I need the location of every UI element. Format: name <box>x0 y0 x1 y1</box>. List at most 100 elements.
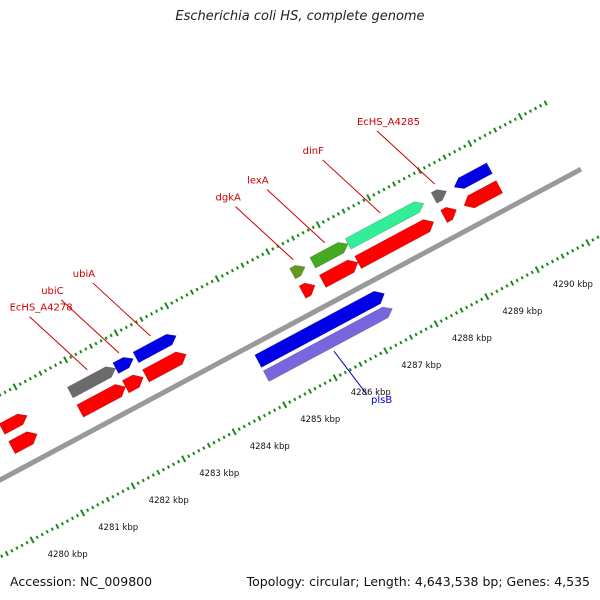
tick-mark <box>96 503 100 507</box>
tick-mark <box>166 465 171 469</box>
tick-mark <box>437 157 442 162</box>
tick-mark <box>313 386 317 391</box>
leader-line <box>376 130 435 185</box>
tick-mark <box>530 270 534 275</box>
tick-mark <box>442 154 447 160</box>
tick-mark <box>69 355 73 359</box>
outer-tick-ring <box>0 100 548 397</box>
tick-mark <box>540 265 544 269</box>
gene-feature <box>66 366 117 399</box>
tick-mark <box>448 152 452 157</box>
tick-mark <box>520 275 524 280</box>
tick-mark <box>101 500 105 504</box>
tick-mark <box>177 459 181 464</box>
tick-mark <box>116 492 120 496</box>
tick-mark <box>45 530 49 534</box>
tick-label: 4290 kbp <box>553 280 593 290</box>
tick-mark <box>321 220 325 224</box>
tick-mark <box>382 187 386 192</box>
tick-mark <box>560 253 565 259</box>
tick-mark <box>480 297 484 302</box>
tick-mark <box>298 394 302 399</box>
tick-mark <box>353 365 358 369</box>
tick-mark <box>251 258 255 262</box>
tick-mark <box>534 266 540 274</box>
tick-mark <box>75 513 80 518</box>
backbone-line <box>0 166 583 483</box>
gene-label: EcHS_A4278 <box>10 303 73 314</box>
tick-mark <box>363 359 368 364</box>
tick-mark <box>525 273 529 277</box>
tick-mark <box>366 194 372 202</box>
accession-text: Accession: NC_009800 <box>10 574 153 589</box>
tick-mark <box>414 332 418 337</box>
tick-mark <box>151 473 155 477</box>
tick-mark <box>141 478 145 483</box>
tick-mark <box>144 314 149 319</box>
tick-mark <box>160 306 164 311</box>
cds-feature <box>121 374 144 394</box>
tick-mark <box>29 536 35 544</box>
tick-mark <box>523 112 528 116</box>
tick-mark <box>187 454 191 458</box>
gene-label: EcHS_A4285 <box>357 117 420 128</box>
gene-features <box>0 162 504 463</box>
tick-mark <box>444 316 448 321</box>
tick-mark <box>433 320 439 328</box>
tick-mark <box>80 509 86 517</box>
tick-mark <box>113 329 119 337</box>
tick-mark <box>231 428 237 436</box>
tick-mark <box>306 228 310 232</box>
leader-line <box>29 316 88 371</box>
tick-mark <box>189 289 195 295</box>
gene-feature <box>344 201 425 250</box>
tick-mark <box>59 360 63 365</box>
tick-mark <box>18 382 22 386</box>
tick-mark <box>290 235 296 241</box>
tick-mark <box>498 125 502 130</box>
tick-mark <box>399 340 403 345</box>
tick-mark <box>105 496 110 503</box>
tick-mark <box>387 185 391 189</box>
tick-mark <box>210 279 214 284</box>
tick-mark <box>328 378 332 383</box>
inner-tick-ring <box>0 235 600 558</box>
gene-feature <box>453 162 493 189</box>
tick-mark <box>43 368 48 373</box>
tick-mark <box>130 482 136 490</box>
tick-mark <box>358 361 363 367</box>
tick-mark <box>389 346 393 350</box>
tick-mark <box>357 201 361 205</box>
tick-mark <box>40 532 44 537</box>
tick-mark <box>392 181 397 187</box>
tick-mark <box>12 383 18 391</box>
tick-mark <box>86 508 90 513</box>
tick-mark <box>576 246 580 250</box>
tick-mark <box>185 293 189 297</box>
tick-mark <box>470 303 474 307</box>
tick-mark <box>240 262 245 268</box>
tick-mark <box>439 319 443 323</box>
tick-mark <box>70 516 75 521</box>
tick-mark <box>222 435 226 440</box>
tick-mark <box>566 251 570 256</box>
cds-feature <box>463 180 504 209</box>
tick-mark <box>404 338 408 342</box>
gene-feature <box>254 290 385 368</box>
tick-label: 4280 kbp <box>48 550 88 560</box>
tick-mark <box>348 367 352 372</box>
tick-mark <box>136 481 140 485</box>
tick-mark <box>197 448 201 453</box>
tick-mark <box>495 289 499 294</box>
tick-mark <box>362 198 366 203</box>
tick-mark <box>273 408 277 413</box>
leader-line <box>266 189 326 244</box>
gene-feature <box>289 265 306 280</box>
tick-mark <box>408 334 414 340</box>
tick-mark <box>212 440 216 445</box>
tick-label: 4284 kbp <box>250 442 290 452</box>
tick-label: 4288 kbp <box>452 334 492 344</box>
tick-mark <box>227 432 231 437</box>
map-title: Escherichia coli HS, complete genome <box>175 9 425 24</box>
